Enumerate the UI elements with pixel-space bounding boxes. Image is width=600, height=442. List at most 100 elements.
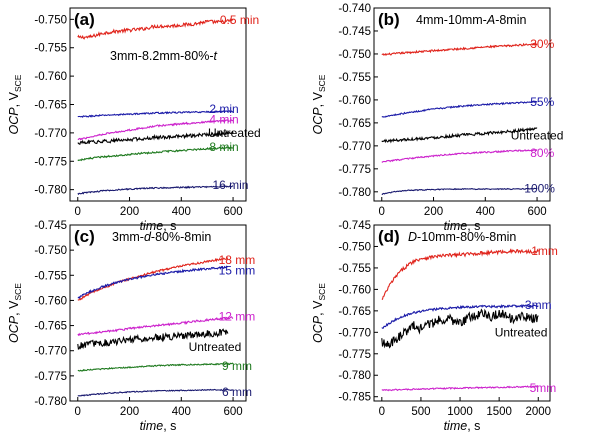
y-tick-label: -0.760 [338,95,371,107]
x-axis-label-unit: , s [467,219,480,233]
series-line-4-min [77,118,234,141]
panel-b: 0 200 400 600 -0.780 -0.775 -0.770 -0.765 -0.760… [311,3,563,233]
panel-label: (d) [378,227,400,246]
y-tick-label: -0.750 [34,14,67,26]
x-axis-label: time, s [444,219,481,233]
x-tick-label: 0 [75,406,81,418]
y-tick-label: -0.755 [338,263,371,275]
x-axis-label-unit: , s [467,419,480,433]
panel-title-part: -10mm-80%-8min [417,230,516,244]
y-tick-label: -0.775 [34,371,67,383]
series-label: 6 mm [222,385,252,399]
y-axis-label-name: OCP [7,315,21,343]
series-label: 100% [524,182,555,196]
y-axis-label-subscript: SCE [317,283,327,301]
series-label: 18 mm [219,253,256,267]
series-label: 4 min [209,112,238,126]
series-label: 1mm [531,244,558,258]
series-line-100 [381,187,538,196]
series-label: 2 min [209,102,238,116]
panel-title-part: 3mm- [112,230,144,244]
y-axis-label-name: OCP [311,315,325,343]
series-line-18-mm [77,257,229,301]
y-tick-label: -0.770 [34,346,67,358]
panel-title-part: -80%-8min [151,230,211,244]
y-tick-label: -0.780 [34,185,67,197]
series-label: 55% [530,95,554,109]
y-axis-label-unit: , V [7,300,21,316]
y-tick-label: -0.750 [338,49,371,61]
series-line-55 [381,100,538,118]
x-axis-label-name: time [140,419,164,433]
x-axis-label: time, s [444,419,481,433]
series-label: 9 mm [222,359,252,373]
panel-title-part: 3mm-8.2mm-80%- [110,49,214,63]
x-tick-label: 600 [223,406,242,418]
y-tick-label: -0.780 [338,370,371,382]
panel-title-part: A [486,13,495,27]
panel-title-part: t [214,49,218,63]
panel-title: 3mm-8.2mm-80%-t [110,49,218,63]
series-line-6-mm [77,388,234,397]
y-axis-label-subscript: SCE [317,74,327,92]
panel-title-part: 4mm-10mm- [416,13,487,27]
series-label: 3mm [525,298,552,312]
y-tick-label: -0.740 [338,3,371,15]
y-tick-label: -0.745 [338,220,371,232]
y-tick-label: -0.760 [338,284,371,296]
panel-c: 0 200 400 600 -0.780 -0.775 -0.770 -0.765 -0.760… [7,220,255,433]
panel-label: (c) [74,227,95,246]
panel-title: D-10mm-80%-8min [408,230,516,244]
series-line-3mm [381,303,539,329]
y-axis-label: OCP, VSCE [7,74,23,134]
x-axis-label: time, s [140,419,177,433]
y-axis-label-name: OCP [7,107,21,135]
plot-frame [373,224,551,402]
y-tick-label: -0.755 [34,43,67,55]
series-line-1mm [381,248,539,300]
x-tick-label: 400 [172,406,191,418]
x-axis-label-name: time [140,219,164,233]
y-tick-label: -0.780 [34,396,67,408]
y-tick-label: -0.765 [338,118,371,130]
x-axis-label-name: time [444,219,468,233]
series-label: 16 min [212,178,248,192]
series-line-untreated [381,126,538,144]
y-tick-label: -0.755 [338,72,371,84]
series-label: Untreated [511,128,564,142]
series-label: 80% [530,146,554,160]
series-line-8-min [77,146,234,162]
x-tick-label: 200 [120,206,139,218]
series-line-16-min [77,185,234,196]
series-label: 0.5 min [220,13,259,27]
x-tick-label: 400 [172,206,191,218]
x-axis-label-unit: , s [163,419,176,433]
x-tick-label: 200 [120,406,139,418]
panel-label: (a) [74,10,95,29]
series-line-5mm [381,385,539,392]
panel-title: 4mm-10mm-A-8min [416,13,526,27]
panel-d: 0 500 1000 1500 2000 -0.785 -0.780 -0.775 -0.770… [311,220,558,433]
series-label: 12 mm [219,310,256,324]
y-axis-label-unit: , V [311,300,325,316]
x-tick-label: 600 [527,206,546,218]
panel-label: (b) [378,10,400,29]
series-label: 15 mm [219,263,256,277]
y-axis-label-unit: , V [7,91,21,107]
plot-frame [373,7,551,202]
series-line-12-mm [77,316,234,337]
panel-a: 0 200 400 600 -0.780 -0.775 -0.770 -0.765 -0.760… [7,7,261,233]
series-line-30 [381,41,538,57]
y-tick-label: -0.785 [338,392,371,404]
panel-title-part: D [408,230,417,244]
y-tick-label: -0.765 [34,100,67,112]
series-label: 30% [530,37,554,51]
y-tick-label: -0.770 [34,128,67,140]
panel-title-part: d [144,230,152,244]
series-line-untreated [381,308,539,349]
y-tick-label: -0.760 [34,71,67,83]
x-tick-label: 600 [223,206,242,218]
series-line-untreated [77,328,229,350]
x-tick-label: 500 [411,406,430,418]
